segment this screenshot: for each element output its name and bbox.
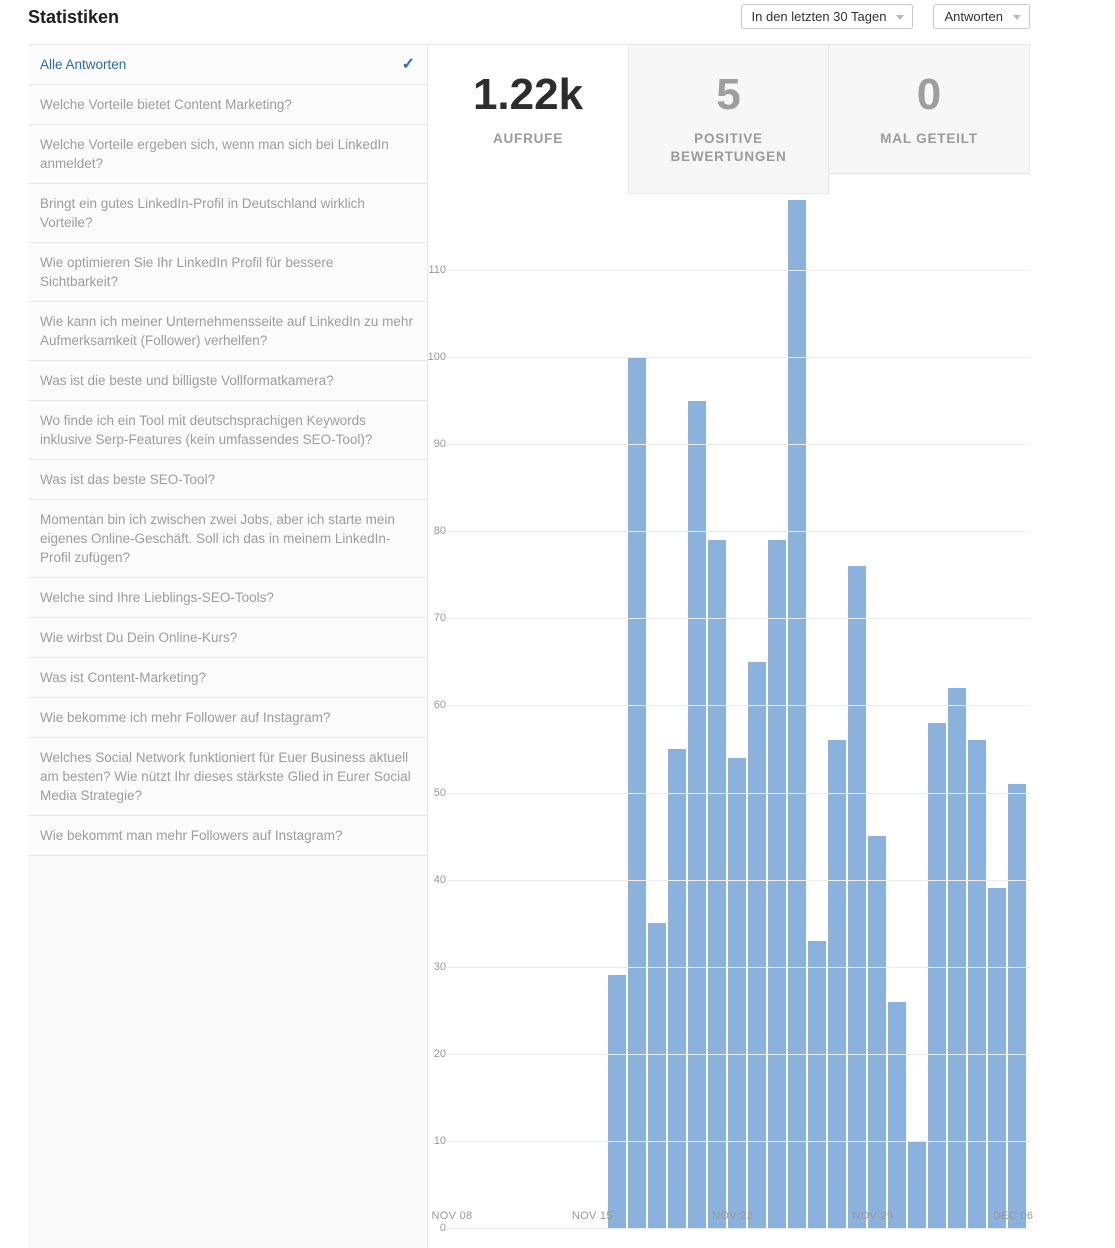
chart-bar: [628, 357, 646, 1228]
chart-bar: [908, 1141, 926, 1228]
chart-bar: [608, 975, 626, 1228]
gridline: [447, 618, 1030, 619]
sidebar-item-question[interactable]: Welche Vorteile bietet Content Marketing…: [28, 85, 427, 125]
sidebar-item-all-answers[interactable]: Alle Antworten ✓: [28, 45, 427, 85]
question-list: Welche Vorteile bietet Content Marketing…: [28, 85, 427, 856]
sidebar-item-question[interactable]: Wo finde ich ein Tool mit deutschsprachi…: [28, 401, 427, 460]
chart-bar: [808, 941, 826, 1228]
y-axis-tick-label: 10: [433, 1135, 446, 1147]
gridline: [447, 967, 1030, 968]
chart-bar: [768, 540, 786, 1228]
sidebar-item-question[interactable]: Momentan bin ich zwischen zwei Jobs, abe…: [28, 500, 427, 578]
gridline: [447, 880, 1030, 881]
sidebar-item-question[interactable]: Was ist das beste SEO-Tool?: [28, 460, 427, 500]
y-axis-tick-label: 80: [433, 525, 446, 537]
time-range-value: In den letzten 30 Tagen: [751, 9, 887, 24]
y-axis-tick-label: 50: [433, 787, 446, 799]
gridline: [447, 793, 1030, 794]
chart-bar: [848, 566, 866, 1228]
y-axis-tick-label: 110: [428, 264, 446, 276]
chart-bar: [1008, 784, 1026, 1228]
chart-bar: [828, 740, 846, 1228]
chart-bar: [708, 540, 726, 1228]
y-axis-tick-label: 70: [433, 612, 446, 624]
chart-bar: [748, 662, 766, 1228]
chart-bar: [728, 758, 746, 1228]
y-axis-tick-label: 40: [433, 874, 446, 886]
chevron-down-icon: [896, 15, 905, 20]
chevron-down-icon: [1013, 15, 1021, 20]
stat-value: 1.22k: [472, 70, 584, 119]
chart-bar: [788, 200, 806, 1228]
gridline: [447, 357, 1030, 358]
sidebar-item-question[interactable]: Was ist die beste und billigste Vollform…: [28, 361, 427, 401]
sidebar-item-label: Alle Antworten: [40, 57, 127, 72]
sidebar-item-question[interactable]: Was ist Content-Marketing?: [28, 658, 427, 698]
sidebar-item-question[interactable]: Bringt ein gutes LinkedIn-Profil in Deut…: [28, 184, 427, 243]
sidebar-item-question[interactable]: Wie bekomme ich mehr Follower auf Instag…: [28, 698, 427, 738]
filter-bar: In den letzten 30 Tagen Antworten: [428, 4, 1030, 29]
y-axis-tick-label: 90: [433, 438, 446, 450]
content-type-value: Antworten: [944, 9, 1003, 24]
question-sidebar: Alle Antworten ✓ Welche Vorteile bietet …: [28, 44, 428, 1248]
y-axis-tick-label: 0: [439, 1222, 446, 1234]
sidebar-item-question[interactable]: Wie kann ich meiner Unternehmensseite au…: [28, 302, 427, 361]
sidebar-item-question[interactable]: Welche Vorteile ergeben sich, wenn man s…: [28, 125, 427, 184]
chart-bar: [888, 1002, 906, 1228]
stat-card-aufrufe[interactable]: 1.22k AUFRUFE: [428, 45, 628, 177]
checkmark-icon: ✓: [401, 56, 415, 73]
stat-value: 0: [916, 70, 942, 119]
stat-value: 5: [716, 70, 741, 119]
x-axis-tick-label: NOV 08: [431, 1210, 473, 1222]
gridline: [447, 1141, 1030, 1142]
gridline: [447, 705, 1030, 706]
stat-label: MAL GETEILT: [880, 131, 978, 146]
x-axis-tick-label: NOV 29: [852, 1210, 894, 1222]
chart-bar: [928, 723, 946, 1228]
time-range-dropdown[interactable]: In den letzten 30 Tagen: [740, 4, 914, 29]
chart-bar: [868, 836, 886, 1228]
chart-bar: [648, 923, 666, 1228]
y-axis-tick-label: 60: [433, 699, 446, 711]
chart-bar: [688, 401, 706, 1228]
sidebar-item-question[interactable]: Welche sind Ihre Lieblings-SEO-Tools?: [28, 578, 427, 618]
gridline: [447, 1228, 1030, 1229]
content-type-dropdown[interactable]: Antworten: [933, 4, 1030, 29]
sidebar-item-question[interactable]: Wie bekommt man mehr Followers auf Insta…: [28, 816, 427, 856]
x-axis-tick-label: DEC 06: [993, 1210, 1034, 1222]
chart-bar: [948, 688, 966, 1228]
y-axis-tick-label: 100: [427, 351, 446, 363]
views-bar-chart: 0 10 20 30 40 50 60 70 80 90 100 110 NOV 08 NOV 15 NOV…: [428, 195, 1034, 1247]
x-axis-tick-label: NOV 22: [712, 1210, 754, 1222]
gridline: [447, 531, 1030, 532]
page-title: Statistiken: [28, 7, 120, 27]
sidebar-item-question[interactable]: Wie wirbst Du Dein Online-Kurs?: [28, 618, 427, 658]
chart-bar: [968, 740, 986, 1228]
gridline: [447, 1054, 1030, 1055]
stat-card-positive-bewertungen[interactable]: 5 POSITIVE BEWERTUNGEN: [628, 45, 829, 194]
y-axis-tick-label: 20: [433, 1048, 446, 1060]
gridline: [447, 270, 1030, 271]
chart-bar: [988, 888, 1006, 1228]
stat-label: AUFRUFE: [492, 131, 564, 146]
stats-cards: 1.22k AUFRUFE 5 POSITIVE BEWERTUNGEN 0 MAL GE…: [428, 44, 1030, 194]
chart-bar: [668, 749, 686, 1228]
y-axis-tick-label: 30: [433, 961, 446, 973]
x-axis-tick-label: NOV 15: [571, 1210, 613, 1222]
stat-label: POSITIVE BEWERTUNGEN: [670, 131, 787, 164]
sidebar-item-question[interactable]: Wie optimieren Sie Ihr LinkedIn Profil f…: [28, 243, 427, 302]
gridline: [447, 444, 1030, 445]
stat-card-mal-geteilt[interactable]: 0 MAL GETEILT: [829, 45, 1030, 174]
sidebar-item-question[interactable]: Welches Social Network funktioniert für …: [28, 738, 427, 816]
